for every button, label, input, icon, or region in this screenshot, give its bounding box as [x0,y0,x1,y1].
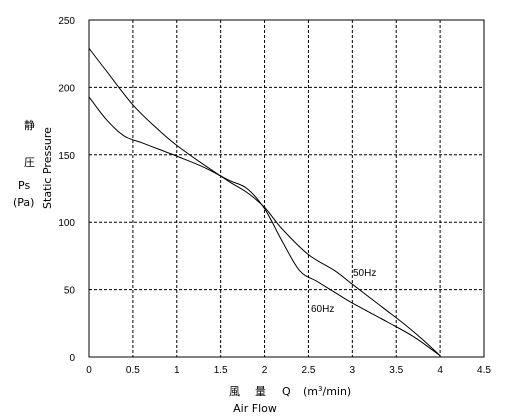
series-label-60hz: 60Hz [311,304,334,315]
x-tick-label: 4.5 [477,365,491,376]
x-tick-label: 4 [437,365,443,376]
y-tick-label: 200 [58,83,75,94]
y-tick-label: 50 [64,286,76,297]
series-label-50hz: 50Hz [353,268,376,279]
y-tick-label: 150 [58,151,75,162]
y-tick-label: 0 [69,353,75,364]
x-tick-label: 1.5 [214,365,228,376]
y-axis-label-unit: (Pa) [13,196,34,209]
plot-frame [88,19,485,358]
y-tick-labels: 0 50 100 150 200 250 [58,16,75,364]
x-tick-label: 0 [86,365,92,376]
x-tick-label: 2 [262,365,268,376]
x-tick-label: 3.5 [389,365,403,376]
grid-lines [89,20,484,357]
y-axis-label-jp-top: 静 [24,118,35,132]
x-tick-label: 2.5 [301,365,315,376]
x-tick-label: 1 [174,365,180,376]
y-axis-label-symbol: Ps [18,179,30,192]
x-tick-label: 0.5 [126,365,140,376]
x-axis-label-jp-1: 風 [229,385,240,398]
y-tick-label: 250 [58,16,75,27]
y-axis-label-jp-mid: 圧 [24,156,35,169]
x-tick-labels: 0 0.5 1 1.5 2 2.5 3 3.5 4 4.5 [86,365,491,376]
series-line-50hz [88,47,441,357]
y-tick-label: 100 [58,218,75,229]
x-axis-label-jp-2: 量 [255,385,266,398]
x-axis-label-en: Air Flow [233,402,277,415]
x-axis-label-unit: (m3/min) [303,385,351,398]
x-tick-label: 3 [350,365,356,376]
x-axis-label-unit-sup: 3 [318,385,322,393]
x-axis-label-symbol: Q [282,385,291,398]
y-axis-label-en: Static Pressure [41,127,54,209]
series-curves [88,47,441,357]
series-line-60hz [88,96,441,357]
